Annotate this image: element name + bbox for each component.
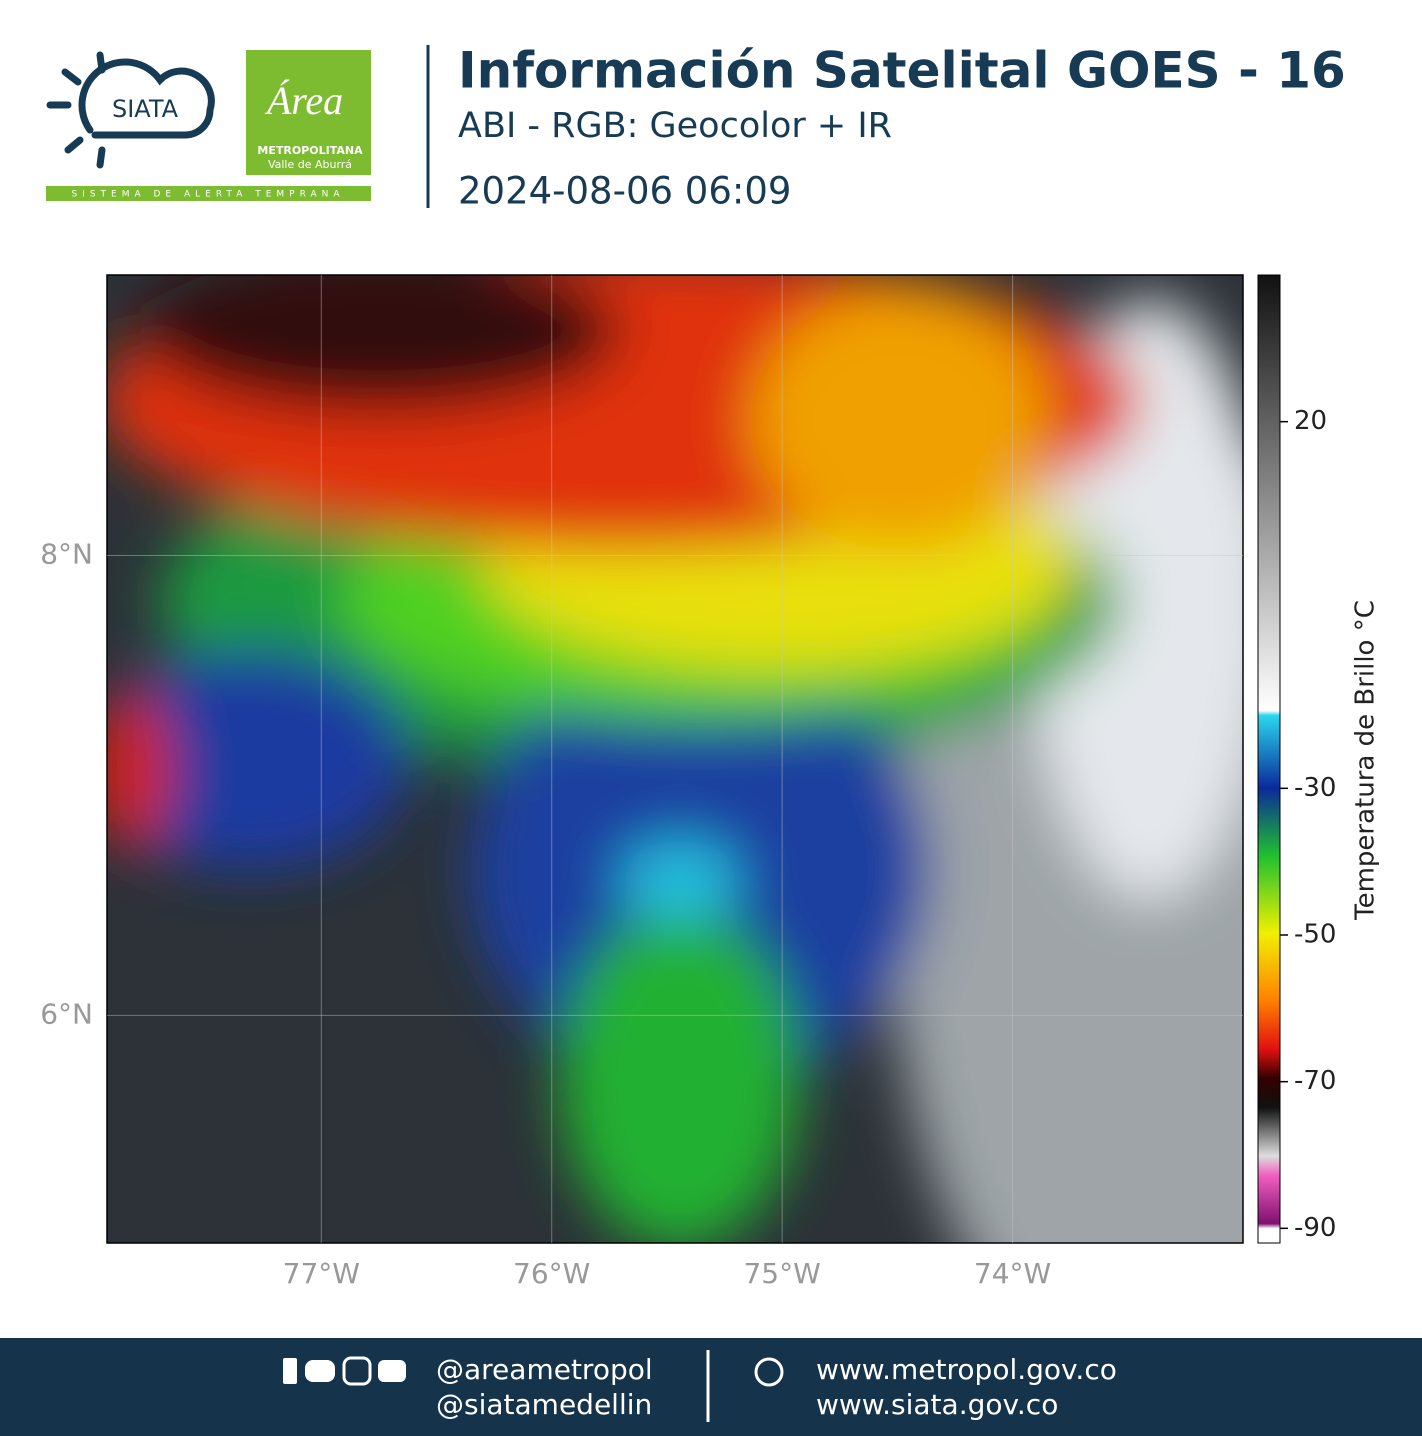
y-tick-label: 8°N — [40, 538, 93, 571]
siata-logo — [46, 51, 215, 169]
colorbar-tick-label: 20 — [1294, 406, 1327, 436]
sistema-text: SISTEMA DE ALERTA TEMPRANA — [71, 190, 344, 200]
siata-text: SIATA — [112, 95, 179, 123]
satellite-image — [107, 275, 1243, 1243]
y-tick-label: 6°N — [40, 997, 93, 1030]
footer — [0, 1338, 1422, 1436]
colorbar-tick-label: -70 — [1294, 1066, 1336, 1096]
area-logo — [246, 50, 371, 175]
colorbar-label: Temperatura de Brillo °C — [1351, 600, 1381, 921]
datetime: 2024-08-06 06:09 — [458, 170, 791, 213]
valle-text: Valle de Aburrá — [268, 158, 352, 171]
metro-text: METROPOLITANA — [257, 144, 363, 157]
x-tick-label: 75°W — [743, 1257, 820, 1290]
social: @siatamedellin — [436, 1388, 652, 1421]
title: Información Satelital GOES - 16 — [458, 42, 1346, 100]
x-tick-label: 76°W — [513, 1257, 590, 1290]
social: @areametropol — [436, 1353, 653, 1386]
website: www.metropol.gov.co — [816, 1353, 1117, 1386]
social-icons — [283, 1356, 406, 1386]
colorbar-tick-label: -90 — [1294, 1213, 1336, 1243]
map-frame — [106, 274, 1244, 1244]
colorbar-tick-label: -50 — [1294, 920, 1336, 950]
website: www.siata.gov.co — [816, 1388, 1058, 1421]
globe-icon — [754, 1357, 784, 1387]
area-text: Área — [264, 78, 343, 123]
sistema-band — [46, 186, 371, 201]
subtitle: ABI - RGB: Geocolor + IR — [458, 106, 892, 146]
x-tick-label: 77°W — [283, 1257, 360, 1290]
x-tick-label: 74°W — [974, 1257, 1051, 1290]
colorbar-tick-label: -30 — [1294, 773, 1336, 803]
colorbar — [1257, 274, 1281, 1244]
